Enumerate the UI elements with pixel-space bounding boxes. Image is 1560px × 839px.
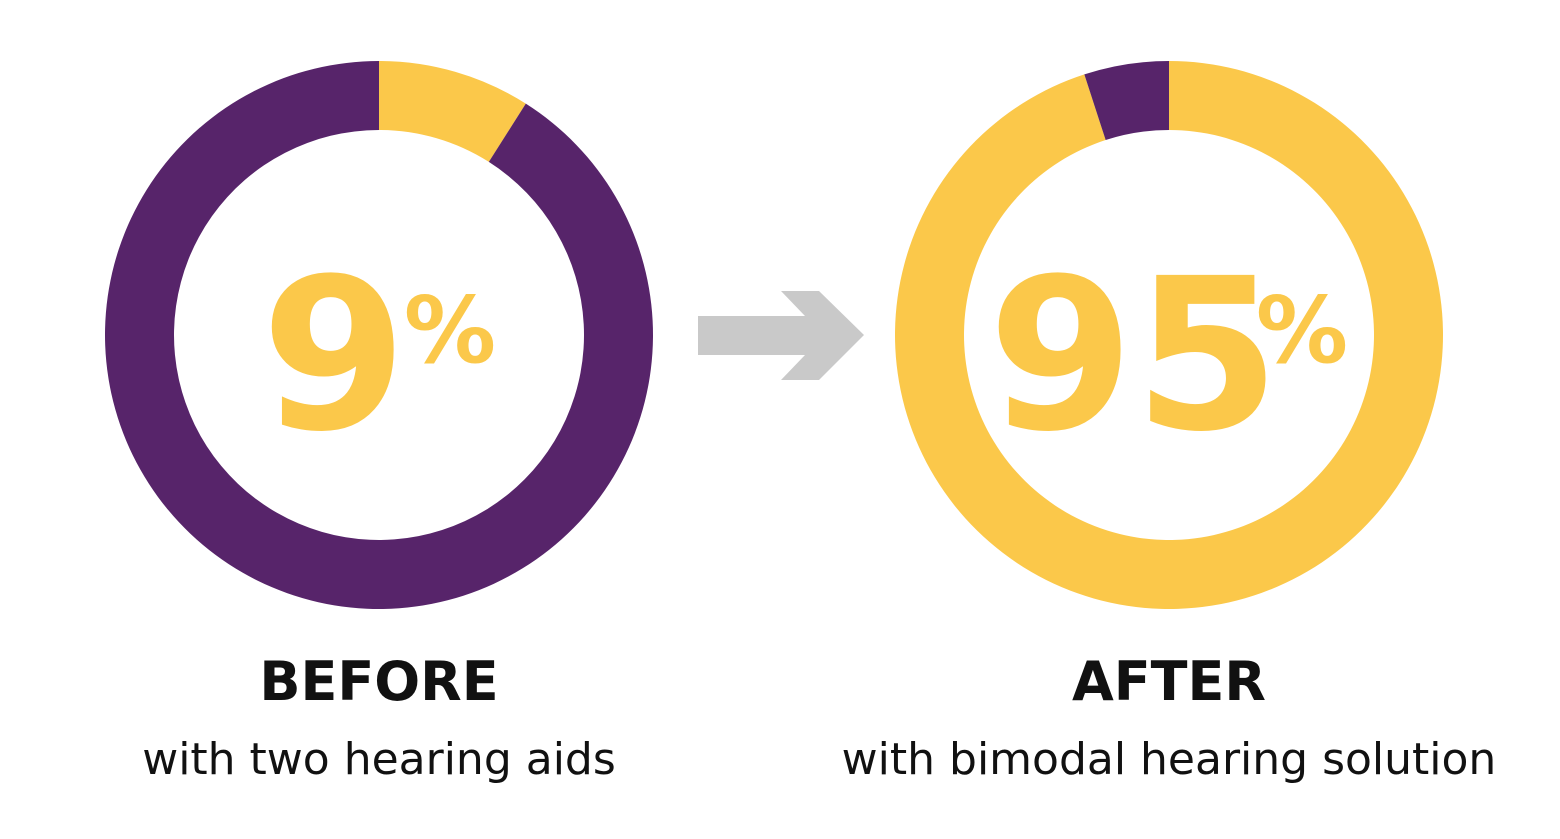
before-donut-slices [104,61,653,609]
before-percent-value: 9 [261,233,407,478]
after-percent-value: 95 [988,233,1280,478]
after-subtitle: with bimodal hearing solution [842,734,1497,785]
after-title: AFTER [1072,650,1266,713]
after-donut-slice-1 [1084,61,1169,141]
arrow-shape [698,291,864,380]
after-donut-slices [895,61,1443,609]
before-subtitle: with two hearing aids [142,734,616,785]
before-donut-slice-0 [379,61,526,162]
before-percent-sign: % [404,277,496,384]
before-donut-chart: 9 % BEFORE with two hearing aids [104,61,653,785]
after-percent-sign: % [1256,277,1348,384]
right-arrow-icon [698,291,864,380]
before-title: BEFORE [259,650,498,713]
after-donut-chart: 95 % AFTER with bimodal hearing solution [842,61,1497,785]
